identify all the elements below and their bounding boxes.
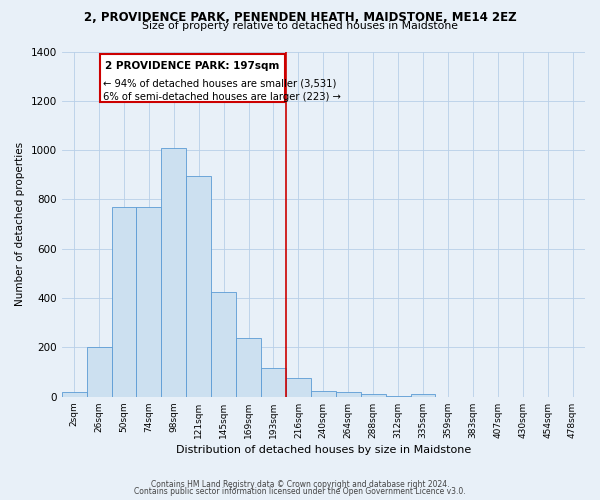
Bar	[186, 176, 211, 397]
Bar	[386, 396, 410, 397]
Text: 6% of semi-detached houses are larger (223) →: 6% of semi-detached houses are larger (2…	[103, 92, 341, 102]
Bar	[361, 394, 386, 397]
Bar	[261, 368, 286, 397]
Bar	[161, 148, 186, 397]
Text: Contains HM Land Registry data © Crown copyright and database right 2024.: Contains HM Land Registry data © Crown c…	[151, 480, 449, 489]
Text: 2, PROVIDENCE PARK, PENENDEN HEATH, MAIDSTONE, ME14 2EZ: 2, PROVIDENCE PARK, PENENDEN HEATH, MAID…	[83, 11, 517, 24]
Bar	[311, 390, 336, 397]
X-axis label: Distribution of detached houses by size in Maidstone: Distribution of detached houses by size …	[176, 445, 471, 455]
Bar	[211, 292, 236, 397]
Bar	[236, 338, 261, 397]
Bar	[136, 207, 161, 397]
Text: 2 PROVIDENCE PARK: 197sqm: 2 PROVIDENCE PARK: 197sqm	[106, 62, 280, 72]
Bar	[410, 394, 436, 397]
Y-axis label: Number of detached properties: Number of detached properties	[15, 142, 25, 306]
Bar	[336, 392, 361, 397]
FancyBboxPatch shape	[100, 54, 285, 102]
Text: Size of property relative to detached houses in Maidstone: Size of property relative to detached ho…	[142, 21, 458, 31]
Text: Contains public sector information licensed under the Open Government Licence v3: Contains public sector information licen…	[134, 487, 466, 496]
Bar	[86, 348, 112, 397]
Bar	[62, 392, 86, 397]
Text: ← 94% of detached houses are smaller (3,531): ← 94% of detached houses are smaller (3,…	[103, 78, 337, 88]
Bar	[112, 207, 136, 397]
Bar	[286, 378, 311, 397]
